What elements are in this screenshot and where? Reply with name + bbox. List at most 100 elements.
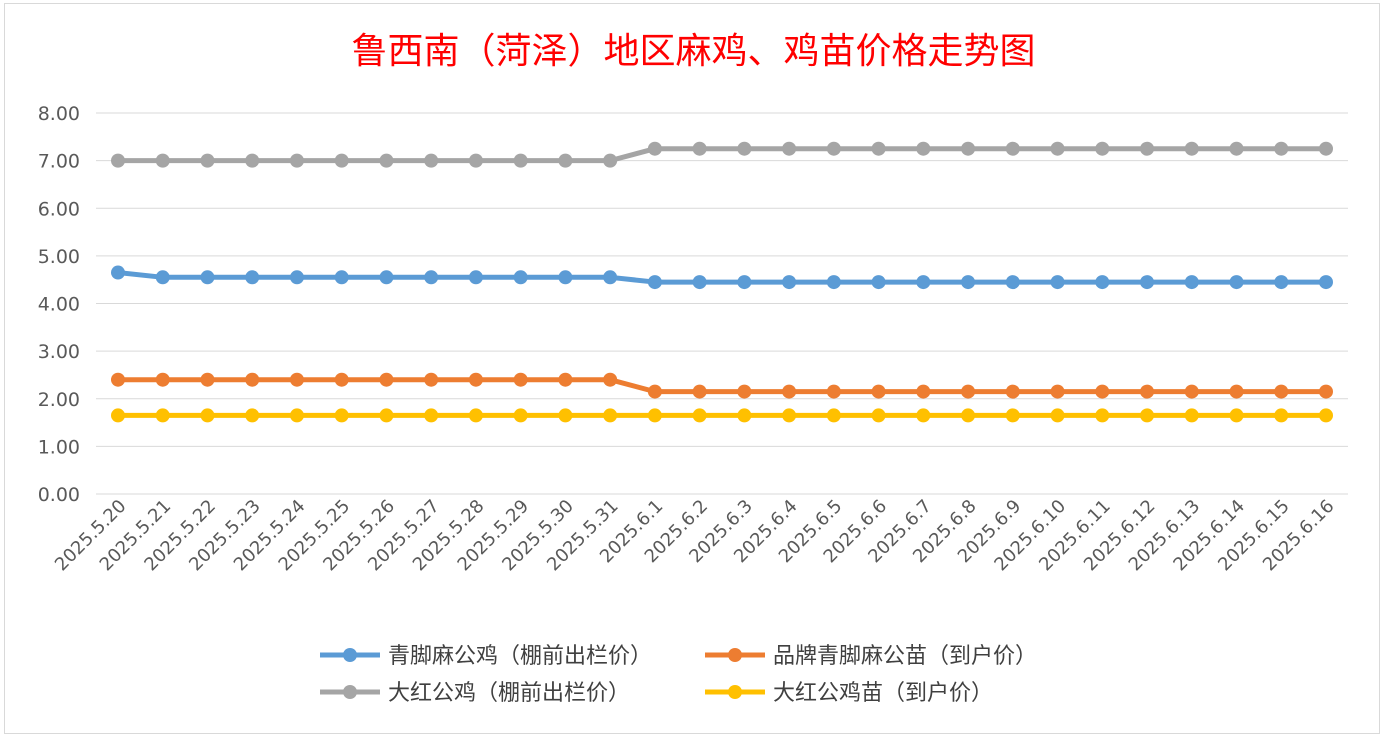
series-3-point bbox=[155, 153, 170, 168]
chart-title: 鲁西南（菏泽）地区麻鸡、鸡苗价格走势图 bbox=[351, 31, 1036, 72]
series-4-point bbox=[245, 408, 260, 423]
series-2-point bbox=[245, 372, 260, 387]
series-3-point bbox=[468, 153, 483, 168]
series-4-point bbox=[1229, 408, 1244, 423]
series-4-point bbox=[1319, 408, 1333, 423]
series-2-point bbox=[424, 372, 439, 387]
series-1-point bbox=[513, 270, 528, 285]
series-3-point bbox=[1274, 141, 1289, 156]
series-2-point bbox=[289, 372, 304, 387]
series-3-point bbox=[1229, 141, 1244, 156]
series-2-point bbox=[334, 372, 349, 387]
series-2-point bbox=[737, 384, 752, 399]
series-2-point bbox=[558, 372, 573, 387]
series-1-point bbox=[1184, 275, 1199, 290]
series-4-point bbox=[826, 408, 841, 423]
series-2-point bbox=[1095, 384, 1110, 399]
series-3-point bbox=[1050, 141, 1065, 156]
series-3-point bbox=[558, 153, 573, 168]
series-4-point bbox=[558, 408, 573, 423]
legend-swatch-marker bbox=[343, 685, 357, 699]
series-1-point bbox=[603, 270, 618, 285]
y-tick-label: 6.00 bbox=[38, 198, 80, 220]
series-3-point bbox=[1140, 141, 1155, 156]
series-3-point bbox=[647, 141, 662, 156]
series-4-point bbox=[692, 408, 707, 423]
series-4-point bbox=[379, 408, 394, 423]
series-1-point bbox=[1005, 275, 1020, 290]
series-3-point bbox=[737, 141, 752, 156]
legend-label: 大红公鸡（棚前出栏价） bbox=[388, 681, 630, 706]
series-4-point bbox=[916, 408, 931, 423]
y-tick-label: 5.00 bbox=[38, 246, 80, 268]
series-2-point bbox=[647, 384, 662, 399]
series-4-point bbox=[424, 408, 439, 423]
series-1-point bbox=[916, 275, 931, 290]
series-4-point bbox=[1095, 408, 1110, 423]
series-3-point bbox=[961, 141, 976, 156]
series-3-point bbox=[1184, 141, 1199, 156]
series-1-point bbox=[1319, 275, 1333, 290]
series-1-point bbox=[737, 275, 752, 290]
series-2-point bbox=[468, 372, 483, 387]
series-2-point bbox=[200, 372, 215, 387]
series-1-point bbox=[871, 275, 886, 290]
series-2-point bbox=[1050, 384, 1065, 399]
series-4-point bbox=[289, 408, 304, 423]
series-1-point bbox=[826, 275, 841, 290]
series-3-point bbox=[513, 153, 528, 168]
y-tick-label: 3.00 bbox=[38, 341, 80, 363]
series-line-1 bbox=[115, 270, 1329, 285]
series-4-point bbox=[334, 408, 349, 423]
series-1-point bbox=[1140, 275, 1155, 290]
legend-label: 大红公鸡苗（到户价） bbox=[773, 681, 993, 706]
y-tick-label: 4.00 bbox=[38, 294, 80, 316]
series-1-point bbox=[647, 275, 662, 290]
series-4-point bbox=[871, 408, 886, 423]
y-tick-label: 7.00 bbox=[38, 151, 80, 173]
series-2-point bbox=[603, 372, 618, 387]
series-3-point bbox=[289, 153, 304, 168]
series-1-point bbox=[468, 270, 483, 285]
series-1-point bbox=[424, 270, 439, 285]
series-3-point bbox=[1319, 141, 1333, 156]
y-tick-label: 0.00 bbox=[38, 484, 80, 506]
series-4-point bbox=[737, 408, 752, 423]
series-3-point bbox=[1005, 141, 1020, 156]
y-tick-label: 1.00 bbox=[38, 436, 80, 458]
series-1-point bbox=[200, 270, 215, 285]
legend-label: 青脚麻公鸡（棚前出栏价） bbox=[388, 644, 652, 669]
series-4-point bbox=[1184, 408, 1199, 423]
series-line-3 bbox=[115, 146, 1329, 164]
series-2-point bbox=[1005, 384, 1020, 399]
series-2-point bbox=[782, 384, 797, 399]
series-2-point bbox=[1274, 384, 1289, 399]
series-1-point bbox=[111, 265, 125, 280]
series-2-point bbox=[961, 384, 976, 399]
series-line-2 bbox=[115, 377, 1329, 395]
series-2-point bbox=[1229, 384, 1244, 399]
series-4-point bbox=[111, 408, 125, 423]
series-1-point bbox=[379, 270, 394, 285]
series-1-point bbox=[692, 275, 707, 290]
series-3-point bbox=[424, 153, 439, 168]
series-4-point bbox=[603, 408, 618, 423]
series-2-point bbox=[826, 384, 841, 399]
y-tick-label: 8.00 bbox=[38, 103, 80, 125]
series-3-point bbox=[245, 153, 260, 168]
legend-swatch-marker bbox=[728, 685, 742, 699]
series-4-point bbox=[200, 408, 215, 423]
chart-area[interactable] bbox=[4, 3, 1380, 734]
series-1-point bbox=[1274, 275, 1289, 290]
series-1-point bbox=[1229, 275, 1244, 290]
series-4-point bbox=[647, 408, 662, 423]
series-2-point bbox=[1184, 384, 1199, 399]
series-1-point bbox=[782, 275, 797, 290]
series-2-point bbox=[513, 372, 528, 387]
series-3-point bbox=[1095, 141, 1110, 156]
series-4-point bbox=[1274, 408, 1289, 423]
series-2-point bbox=[1319, 384, 1333, 399]
series-2-point bbox=[1140, 384, 1155, 399]
series-3-point bbox=[200, 153, 215, 168]
